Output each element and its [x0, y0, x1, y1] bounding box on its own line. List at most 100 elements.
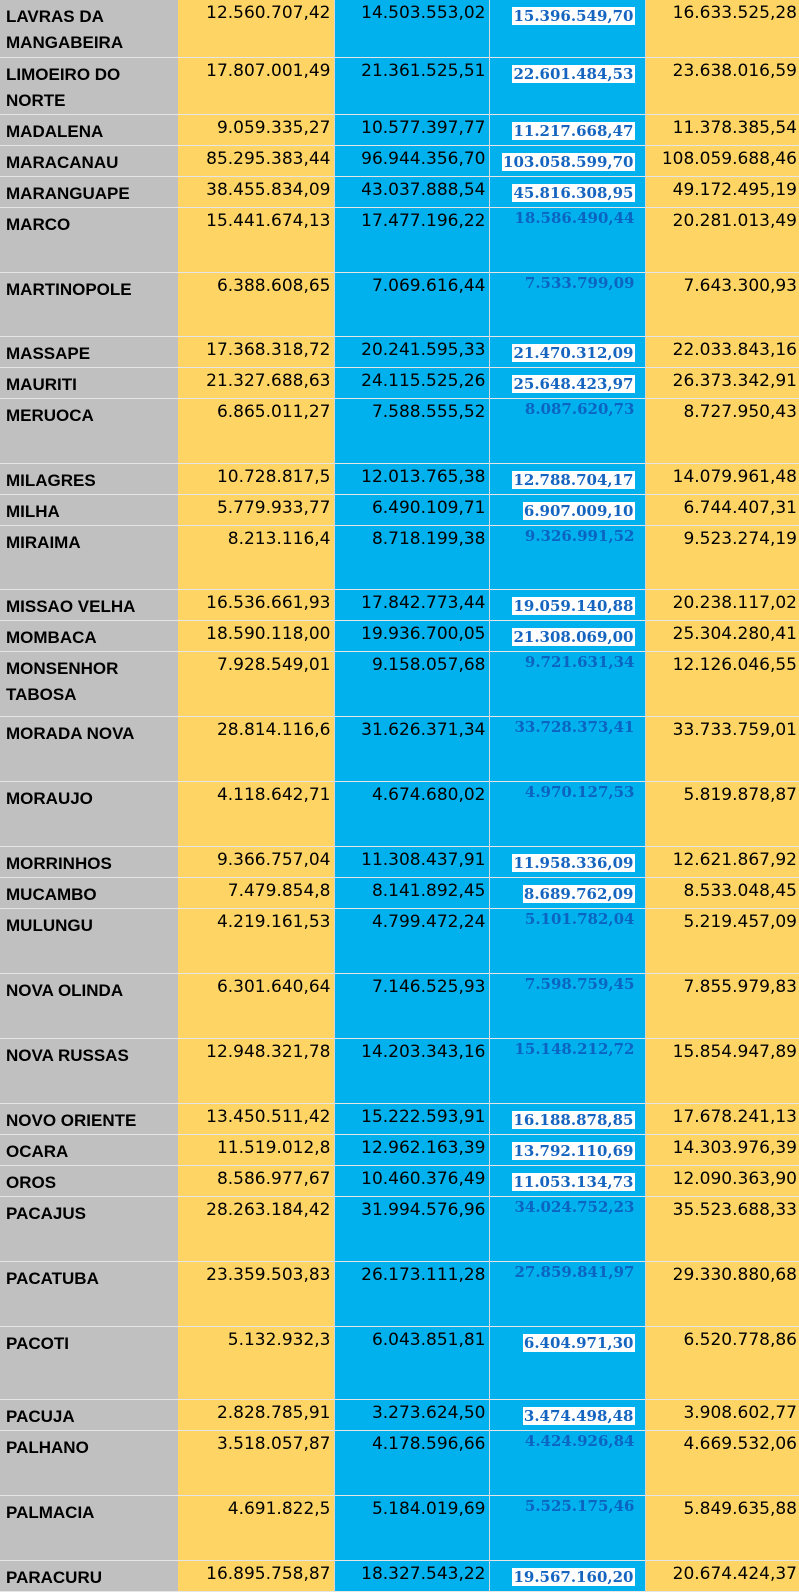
municipality-name-cell[interactable]: MADALENA	[0, 114, 178, 145]
value-cell-col4[interactable]: 23.638.016,59	[645, 57, 799, 114]
value-cell-col2[interactable]: 14.203.343,16	[334, 1038, 490, 1103]
municipality-name-cell[interactable]: LIMOEIRO DO NORTE	[0, 57, 178, 114]
value-cell-col1[interactable]: 6.865.011,27	[178, 398, 335, 463]
value-cell-col3[interactable]: 103.058.599,70	[489, 145, 646, 176]
value-cell-col4[interactable]: 9.523.274,19	[645, 525, 799, 589]
value-cell-col4[interactable]: 5.819.878,87	[645, 781, 799, 846]
value-cell-col1[interactable]: 6.388.608,65	[178, 272, 335, 336]
value-cell-col2[interactable]: 3.273.624,50	[334, 1399, 490, 1430]
value-cell-col4[interactable]: 12.126.046,55	[645, 651, 799, 716]
value-cell-col1[interactable]: 3.518.057,87	[178, 1430, 335, 1495]
municipality-name-cell[interactable]: NOVO ORIENTE	[0, 1103, 178, 1134]
municipality-name-cell[interactable]: MORAUJO	[0, 781, 178, 846]
value-cell-col1[interactable]: 4.219.161,53	[178, 908, 335, 973]
value-cell-col2[interactable]: 4.674.680,02	[334, 781, 490, 846]
municipality-name-cell[interactable]: OCARA	[0, 1134, 178, 1165]
value-cell-col3[interactable]: 3.474.498,48	[489, 1399, 646, 1430]
value-cell-col4[interactable]: 5.849.635,88	[645, 1495, 799, 1560]
value-cell-col3[interactable]: 4.424.926,84	[489, 1430, 646, 1495]
value-cell-col1[interactable]: 7.479.854,8	[178, 877, 335, 908]
value-cell-col2[interactable]: 20.241.595,33	[334, 336, 490, 367]
value-cell-col4[interactable]: 15.854.947,89	[645, 1038, 799, 1103]
value-cell-col2[interactable]: 11.308.437,91	[334, 846, 490, 877]
value-cell-col1[interactable]: 28.263.184,42	[178, 1196, 335, 1261]
value-cell-col4[interactable]: 108.059.688,46	[645, 145, 799, 176]
value-cell-col4[interactable]: 12.621.867,92	[645, 846, 799, 877]
value-cell-col4[interactable]: 16.633.525,28	[645, 0, 799, 57]
value-cell-col4[interactable]: 26.373.342,91	[645, 367, 799, 398]
municipality-name-cell[interactable]: MUCAMBO	[0, 877, 178, 908]
municipality-name-cell[interactable]: MARCO	[0, 207, 178, 272]
value-cell-col1[interactable]: 18.590.118,00	[178, 620, 335, 651]
value-cell-col2[interactable]: 4.178.596,66	[334, 1430, 490, 1495]
value-cell-col1[interactable]: 17.807.001,49	[178, 57, 335, 114]
value-cell-col2[interactable]: 7.146.525,93	[334, 973, 490, 1038]
value-cell-col2[interactable]: 12.962.163,39	[334, 1134, 490, 1165]
municipality-name-cell[interactable]: MAURITI	[0, 367, 178, 398]
value-cell-col1[interactable]: 10.728.817,5	[178, 463, 335, 494]
municipality-name-cell[interactable]: MARANGUAPE	[0, 176, 178, 207]
value-cell-col4[interactable]: 49.172.495,19	[645, 176, 799, 207]
municipality-name-cell[interactable]: MOMBACA	[0, 620, 178, 651]
value-cell-col3[interactable]: 34.024.752,23	[489, 1196, 646, 1261]
value-cell-col1[interactable]: 12.948.321,78	[178, 1038, 335, 1103]
municipality-name-cell[interactable]: MIRAIMA	[0, 525, 178, 589]
value-cell-col4[interactable]: 17.678.241,13	[645, 1103, 799, 1134]
value-cell-col1[interactable]: 7.928.549,01	[178, 651, 335, 716]
value-cell-col3[interactable]: 18.586.490,44	[489, 207, 646, 272]
value-cell-col1[interactable]: 5.779.933,77	[178, 494, 335, 525]
value-cell-col1[interactable]: 38.455.834,09	[178, 176, 335, 207]
value-cell-col4[interactable]: 25.304.280,41	[645, 620, 799, 651]
value-cell-col1[interactable]: 8.586.977,67	[178, 1165, 335, 1196]
value-cell-col4[interactable]: 7.855.979,83	[645, 973, 799, 1038]
value-cell-col2[interactable]: 21.361.525,51	[334, 57, 490, 114]
value-cell-col2[interactable]: 12.013.765,38	[334, 463, 490, 494]
value-cell-col2[interactable]: 14.503.553,02	[334, 0, 490, 57]
value-cell-col3[interactable]: 27.859.841,97	[489, 1261, 646, 1326]
value-cell-col2[interactable]: 4.799.472,24	[334, 908, 490, 973]
value-cell-col1[interactable]: 17.368.318,72	[178, 336, 335, 367]
value-cell-col3[interactable]: 19.567.160,20	[489, 1560, 646, 1591]
municipality-name-cell[interactable]: NOVA OLINDA	[0, 973, 178, 1038]
value-cell-col2[interactable]: 7.588.555,52	[334, 398, 490, 463]
value-cell-col1[interactable]: 4.118.642,71	[178, 781, 335, 846]
value-cell-col2[interactable]: 31.626.371,34	[334, 716, 490, 781]
value-cell-col2[interactable]: 7.069.616,44	[334, 272, 490, 336]
value-cell-col3[interactable]: 22.601.484,53	[489, 57, 646, 114]
value-cell-col1[interactable]: 4.691.822,5	[178, 1495, 335, 1560]
value-cell-col2[interactable]: 6.490.109,71	[334, 494, 490, 525]
value-cell-col2[interactable]: 26.173.111,28	[334, 1261, 490, 1326]
value-cell-col3[interactable]: 45.816.308,95	[489, 176, 646, 207]
value-cell-col3[interactable]: 8.689.762,09	[489, 877, 646, 908]
value-cell-col3[interactable]: 21.308.069,00	[489, 620, 646, 651]
municipality-name-cell[interactable]: MILHA	[0, 494, 178, 525]
value-cell-col3[interactable]: 11.958.336,09	[489, 846, 646, 877]
municipality-name-cell[interactable]: MULUNGU	[0, 908, 178, 973]
value-cell-col2[interactable]: 15.222.593,91	[334, 1103, 490, 1134]
value-cell-col2[interactable]: 8.141.892,45	[334, 877, 490, 908]
value-cell-col1[interactable]: 2.828.785,91	[178, 1399, 335, 1430]
value-cell-col2[interactable]: 24.115.525,26	[334, 367, 490, 398]
value-cell-col2[interactable]: 8.718.199,38	[334, 525, 490, 589]
value-cell-col4[interactable]: 22.033.843,16	[645, 336, 799, 367]
municipality-name-cell[interactable]: PARACURU	[0, 1560, 178, 1591]
value-cell-col2[interactable]: 31.994.576,96	[334, 1196, 490, 1261]
value-cell-col3[interactable]: 6.404.971,30	[489, 1326, 646, 1399]
value-cell-col4[interactable]: 8.727.950,43	[645, 398, 799, 463]
value-cell-col2[interactable]: 96.944.356,70	[334, 145, 490, 176]
value-cell-col3[interactable]: 21.470.312,09	[489, 336, 646, 367]
municipality-name-cell[interactable]: MERUOCA	[0, 398, 178, 463]
value-cell-col3[interactable]: 19.059.140,88	[489, 589, 646, 620]
municipality-name-cell[interactable]: PACOTI	[0, 1326, 178, 1399]
value-cell-col3[interactable]: 5.101.782,04	[489, 908, 646, 973]
municipality-name-cell[interactable]: NOVA RUSSAS	[0, 1038, 178, 1103]
value-cell-col4[interactable]: 11.378.385,54	[645, 114, 799, 145]
value-cell-col1[interactable]: 6.301.640,64	[178, 973, 335, 1038]
value-cell-col3[interactable]: 13.792.110,69	[489, 1134, 646, 1165]
value-cell-col3[interactable]: 25.648.423,97	[489, 367, 646, 398]
value-cell-col1[interactable]: 23.359.503,83	[178, 1261, 335, 1326]
value-cell-col4[interactable]: 3.908.602,77	[645, 1399, 799, 1430]
value-cell-col1[interactable]: 85.295.383,44	[178, 145, 335, 176]
value-cell-col3[interactable]: 7.598.759,45	[489, 973, 646, 1038]
value-cell-col3[interactable]: 11.053.134,73	[489, 1165, 646, 1196]
